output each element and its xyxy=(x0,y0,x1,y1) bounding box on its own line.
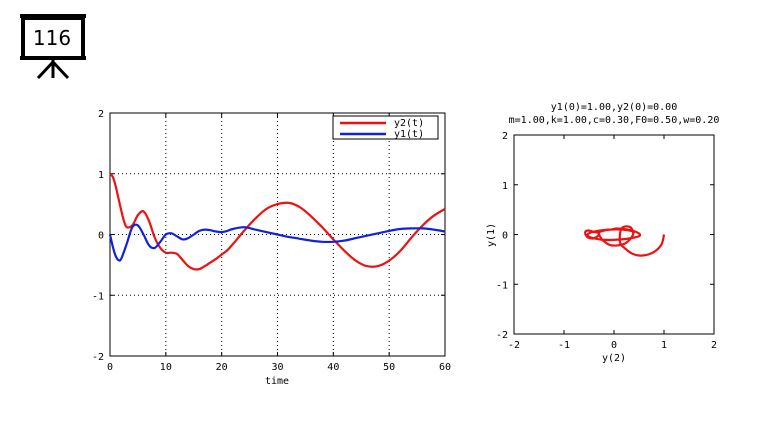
y-axis-label: y(1) xyxy=(486,223,497,247)
x-tick-label: 0 xyxy=(611,340,617,351)
plot-frame xyxy=(513,134,715,335)
series-line-y1t xyxy=(108,223,446,262)
y-tick-label: 1 xyxy=(98,170,104,181)
series-lines xyxy=(108,172,446,271)
x-axis-label: time xyxy=(265,376,289,387)
chart-title: y1(0)=1.00,y2(0)=0.00 xyxy=(551,102,677,113)
y-tick-label: -1 xyxy=(496,280,508,291)
y-tick-label: 0 xyxy=(98,231,104,242)
ticks: 0 10 20 30 40 50 60 -2 -1 0 1 2 xyxy=(92,109,451,373)
y-tick-label: -1 xyxy=(92,291,104,302)
y-tick-label: -2 xyxy=(496,330,508,341)
x-tick-label: 60 xyxy=(439,362,451,373)
series-line-y2t xyxy=(109,172,446,271)
y-tick-label: -2 xyxy=(92,352,104,363)
x-tick-label: 1 xyxy=(661,340,667,351)
y-tick-label: 2 xyxy=(98,109,104,120)
x-tick-label: 40 xyxy=(327,362,339,373)
legend: y2(t) y1(t) xyxy=(332,115,439,140)
grid-lines xyxy=(110,113,445,356)
x-tick-label: -2 xyxy=(508,340,520,351)
x-tick-label: 2 xyxy=(711,340,717,351)
slide-number: 116 xyxy=(32,26,72,50)
ticks: -2 -1 0 1 2 -2 -1 0 1 2 xyxy=(496,131,717,351)
x-tick-label: 10 xyxy=(160,362,172,373)
x-axis-label: y(2) xyxy=(602,353,626,364)
presentation-board-icon xyxy=(20,14,86,80)
x-tick-label: 30 xyxy=(271,362,283,373)
series-line-trajectory xyxy=(584,225,666,257)
x-tick-label: 20 xyxy=(216,362,228,373)
chart-subtitle: m=1.00,k=1.00,c=0.30,F0=0.50,w=0.20 xyxy=(509,115,720,126)
x-tick-label: -1 xyxy=(558,340,570,351)
x-tick-label: 0 xyxy=(107,362,113,373)
x-tick-label: 50 xyxy=(383,362,395,373)
y-tick-label: 0 xyxy=(502,231,508,242)
legend-label-y1: y1(t) xyxy=(394,129,424,140)
legend-label-y2: y2(t) xyxy=(394,118,424,129)
y-tick-label: 2 xyxy=(502,131,508,142)
y-tick-label: 1 xyxy=(502,181,508,192)
series-lines xyxy=(584,225,666,257)
